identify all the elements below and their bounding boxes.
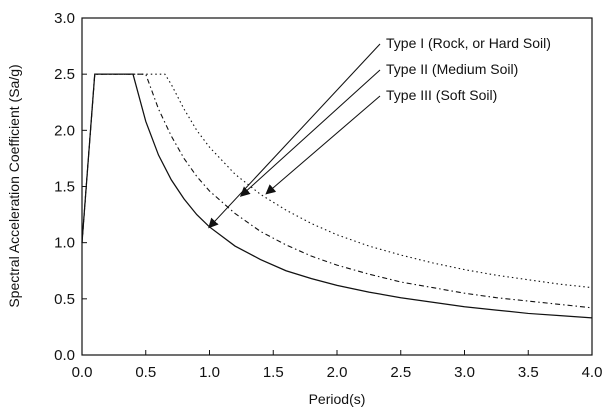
series-layer <box>81 73 593 319</box>
y-tick-label: 1.5 <box>54 179 75 196</box>
x-tick-label: 2.0 <box>327 364 348 381</box>
x-tick-label: 3.0 <box>454 364 475 381</box>
x-tick-label: 1.0 <box>199 364 220 381</box>
series-line-3 <box>81 73 593 289</box>
x-tick-label: 0.0 <box>72 364 93 381</box>
annotation-label-1: Type I (Rock, or Hard Soil) <box>386 35 551 51</box>
y-tick-label: 1.0 <box>54 235 75 252</box>
x-tick-label: 3.5 <box>518 364 539 381</box>
annotation-arrow-1 <box>208 43 381 229</box>
y-tick-label: 2.0 <box>54 122 75 139</box>
annotation-label-2: Type II (Medium Soil) <box>386 61 518 77</box>
annotation-label-3: Type III (Soft Soil) <box>386 87 497 103</box>
annotation-layer: Type I (Rock, or Hard Soil) Type II (Medi… <box>208 35 551 229</box>
x-tick-label: 2.5 <box>390 364 411 381</box>
series-line-1 <box>81 73 593 319</box>
annotation-arrow-3 <box>265 95 381 195</box>
series-line-2 <box>81 73 593 309</box>
x-tick-label: 0.5 <box>135 364 156 381</box>
x-tick-label: 1.5 <box>263 364 284 381</box>
y-tick-label: 2.5 <box>54 66 75 83</box>
x-axis-label: Period(s) <box>309 391 366 407</box>
annotation-arrow-2 <box>239 69 381 197</box>
y-tick-label: 3.0 <box>54 10 75 27</box>
x-tick-label: 4.0 <box>582 364 603 381</box>
y-tick-label: 0.5 <box>54 291 75 308</box>
y-axis-label: Spectral Acceleration Coefficient (Sa/g) <box>6 64 22 307</box>
axis-ticks: 0.0 0.5 1.0 1.5 2.0 2.5 3.0 3.5 4.0 0.0 0.5 1.0 1.5 2… <box>54 10 602 381</box>
y-tick-label: 0.0 <box>54 347 75 364</box>
